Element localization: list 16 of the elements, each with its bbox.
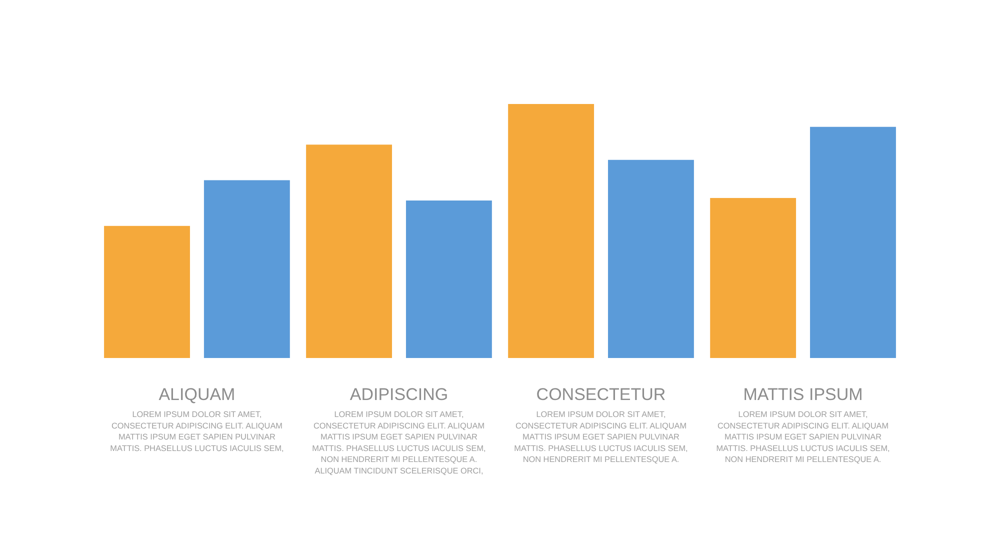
text: LOREM IPSUM DOLOR SIT AMET, CONSECTETUR ADIPISCING ELIT. ALIQUAM MATTIS IPSUM EGET SAPIEN PULVINAR MATTIS. PHASELLUS LUCTUS IACULIS SEM, NON HENDRERIT MI PELLENTESQUE A. ALIQUAM TINCIDUNT SCELERISQUE ORCI,	[312, 410, 486, 476]
x-tick-label: CONSECTETUR	[536, 385, 666, 404]
x-tick-label: MATTIS IPSUM	[743, 385, 863, 404]
text: LOREM IPSUM DOLOR SIT AMET, CONSECTETUR ADIPISCING ELIT. ALIQUAM MATTIS IPSUM EGET SAPIEN PULVINAR MATTIS. PHASELLUS LUCTUS IACULIS SEM, NON HENDRERIT MI PELLENTESQUE A.	[514, 410, 688, 464]
text: LOREM IPSUM DOLOR SIT AMET, CONSECTETUR ADIPISCING ELIT. ALIQUAM MATTIS IPSUM EGET SAPIEN PULVINAR MATTIS. PHASELLUS LUCTUS IACULIS SEM,	[110, 410, 284, 453]
bar	[104, 226, 190, 358]
bar	[608, 160, 694, 358]
bar	[306, 144, 392, 358]
x-tick-label: ADIPISCING	[350, 385, 448, 404]
bar	[204, 180, 290, 358]
x-tick-label: ALIQUAM	[158, 385, 236, 404]
bar	[508, 104, 594, 358]
bar	[406, 200, 492, 358]
bar	[710, 198, 796, 358]
text: LOREM IPSUM DOLOR SIT AMET, CONSECTETUR ADIPISCING ELIT. ALIQUAM MATTIS IPSUM EGET SAPIEN PULVINAR MATTIS. PHASELLUS LUCTUS IACULIS SEM, NON HENDRERIT MI PELLENTESQUE A.	[716, 410, 890, 464]
bar	[810, 126, 896, 358]
